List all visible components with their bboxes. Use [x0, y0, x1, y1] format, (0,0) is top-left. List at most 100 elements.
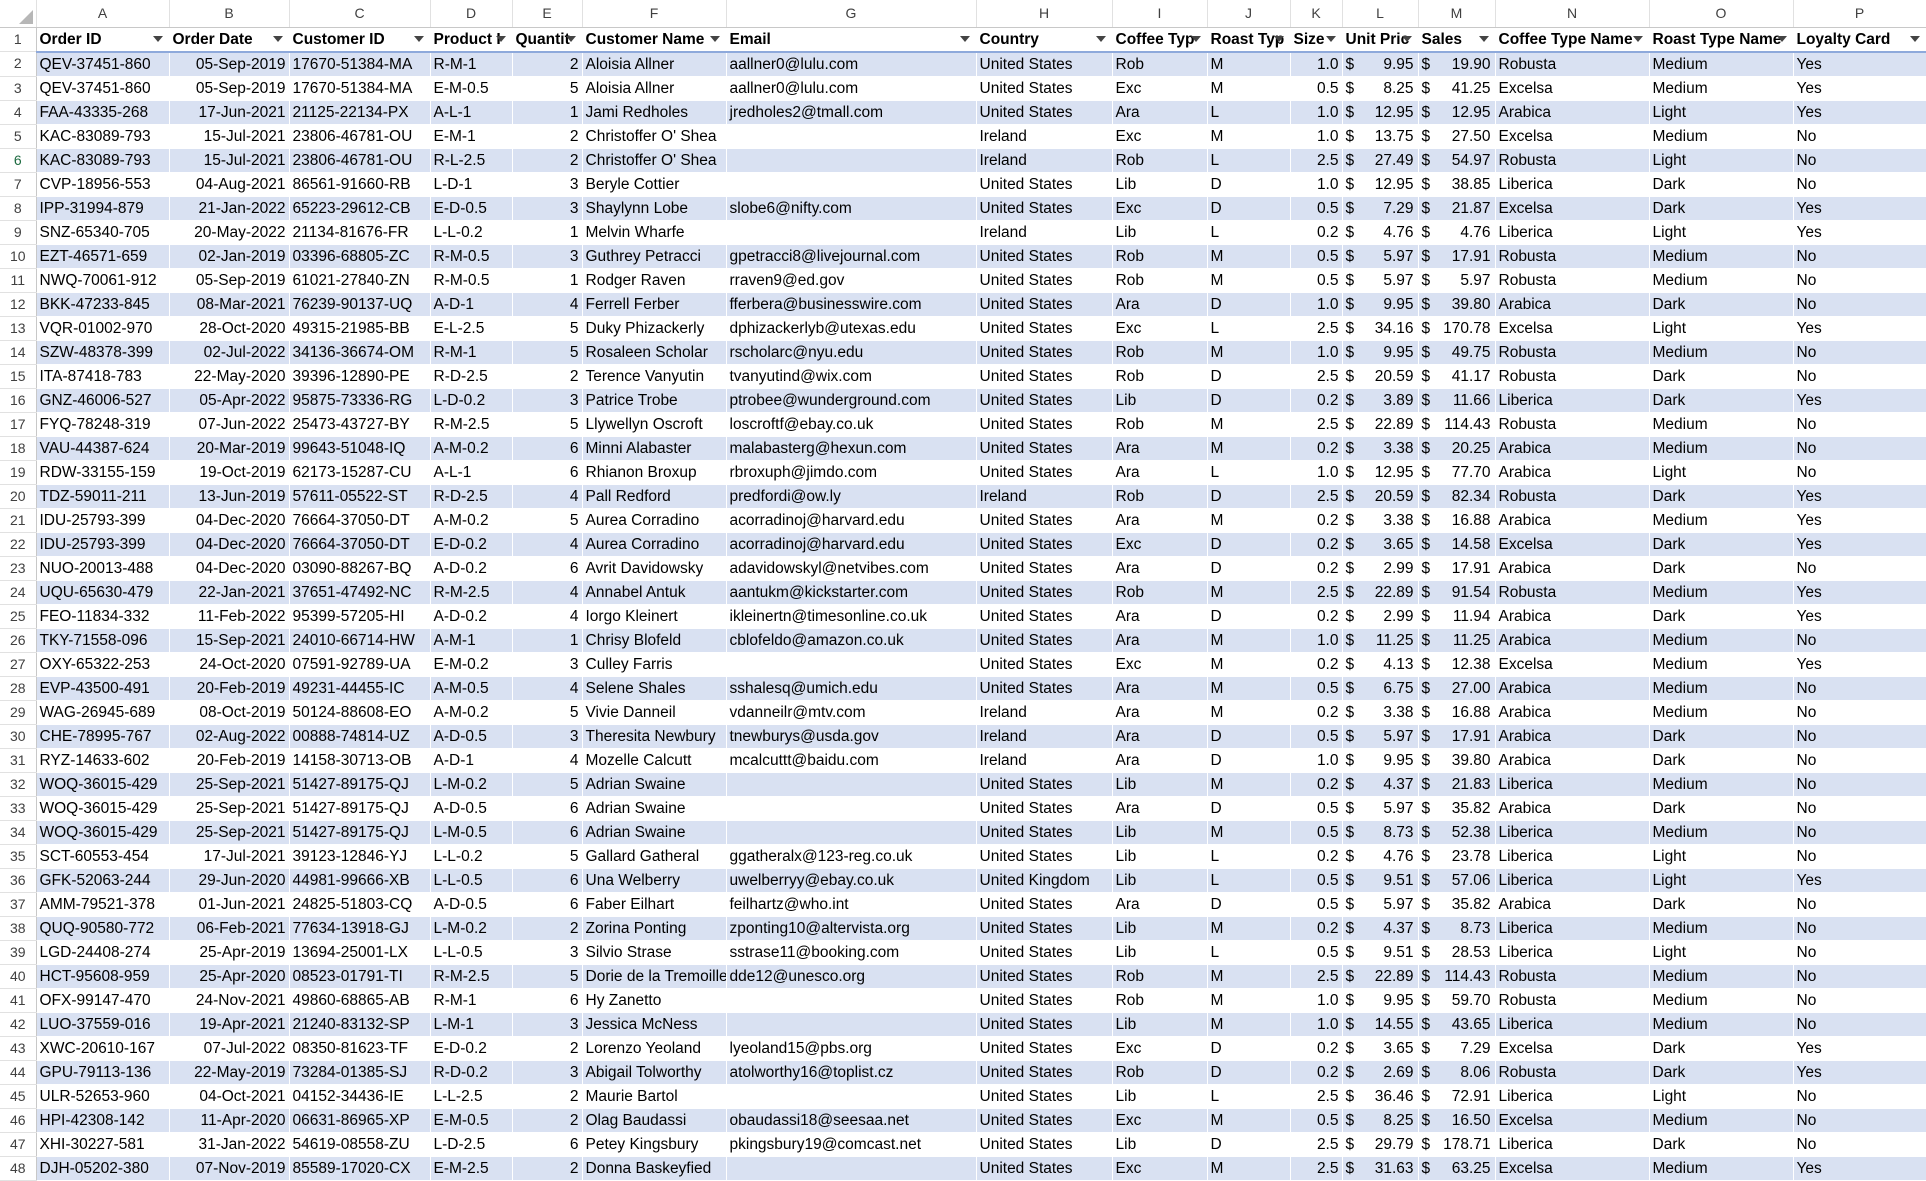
- size-cell[interactable]: 0.2: [1290, 916, 1343, 941]
- product-id-cell[interactable]: A-D-1: [430, 748, 513, 773]
- customer-id-cell[interactable]: 13694-25001-LX: [289, 940, 431, 965]
- customer-name-cell[interactable]: Gallard Gatheral: [582, 844, 727, 869]
- filter-dropdown-icon[interactable]: [150, 31, 166, 47]
- size-cell[interactable]: 2.5: [1290, 1156, 1343, 1181]
- coffee-type-name-cell[interactable]: Excelsa: [1495, 652, 1650, 677]
- roast-type-cell[interactable]: D: [1207, 388, 1291, 413]
- quantity-cell[interactable]: 3: [512, 196, 583, 221]
- unit-price-cell[interactable]: $20.59: [1342, 484, 1419, 509]
- loyalty-card-cell[interactable]: Yes: [1793, 196, 1926, 221]
- email-cell[interactable]: ikleinertn@timesonline.co.uk: [726, 604, 977, 629]
- roast-type-name-cell[interactable]: Medium: [1649, 1012, 1794, 1037]
- roast-type-name-cell[interactable]: Medium: [1649, 268, 1794, 293]
- customer-id-cell[interactable]: 95399-57205-HI: [289, 604, 431, 629]
- sales-cell[interactable]: $11.25: [1418, 628, 1496, 653]
- product-id-cell[interactable]: E-M-0.2: [430, 652, 513, 677]
- country-cell[interactable]: United States: [976, 604, 1113, 629]
- order-id-cell[interactable]: EZT-46571-659: [36, 244, 170, 269]
- roast-type-name-cell[interactable]: Medium: [1649, 436, 1794, 461]
- email-cell[interactable]: acorradinoj@harvard.edu: [726, 532, 977, 557]
- unit-price-cell[interactable]: $12.95: [1342, 172, 1419, 197]
- coffee-type-name-cell[interactable]: Liberica: [1495, 388, 1650, 413]
- coffee-type-name-cell[interactable]: Robusta: [1495, 580, 1650, 605]
- loyalty-card-cell[interactable]: No: [1793, 1084, 1926, 1109]
- loyalty-card-cell[interactable]: No: [1793, 436, 1926, 461]
- filter-dropdown-icon[interactable]: [1093, 31, 1109, 47]
- loyalty-card-cell[interactable]: No: [1793, 796, 1926, 821]
- loyalty-card-cell[interactable]: Yes: [1793, 1036, 1926, 1061]
- coffee-type-cell[interactable]: Ara: [1112, 748, 1208, 773]
- order-id-cell[interactable]: XWC-20610-167: [36, 1036, 170, 1061]
- row-number[interactable]: 31: [0, 748, 37, 773]
- loyalty-card-cell[interactable]: Yes: [1793, 388, 1926, 413]
- coffee-type-cell[interactable]: Lib: [1112, 772, 1208, 797]
- order-date-cell[interactable]: 19-Oct-2019: [169, 460, 290, 485]
- order-id-cell[interactable]: AMM-79521-378: [36, 892, 170, 917]
- country-cell[interactable]: United States: [976, 1084, 1113, 1109]
- sales-cell[interactable]: $23.78: [1418, 844, 1496, 869]
- coffee-type-name-cell[interactable]: Arabica: [1495, 724, 1650, 749]
- roast-type-name-cell[interactable]: Dark: [1649, 364, 1794, 389]
- customer-id-cell[interactable]: 57611-05522-ST: [289, 484, 431, 509]
- product-id-cell[interactable]: R-M-0.5: [430, 268, 513, 293]
- roast-type-cell[interactable]: D: [1207, 364, 1291, 389]
- roast-type-name-cell[interactable]: Dark: [1649, 292, 1794, 317]
- country-cell[interactable]: Ireland: [976, 220, 1113, 245]
- customer-id-cell[interactable]: 62173-15287-CU: [289, 460, 431, 485]
- unit-price-cell[interactable]: $3.65: [1342, 532, 1419, 557]
- roast-type-name-cell[interactable]: Light: [1649, 460, 1794, 485]
- customer-name-cell[interactable]: Iorgo Kleinert: [582, 604, 727, 629]
- quantity-cell[interactable]: 2: [512, 1156, 583, 1181]
- header-cell[interactable]: Country: [976, 27, 1113, 53]
- loyalty-card-cell[interactable]: No: [1793, 412, 1926, 437]
- row-number[interactable]: 44: [0, 1060, 37, 1085]
- coffee-type-name-cell[interactable]: Excelsa: [1495, 316, 1650, 341]
- order-date-cell[interactable]: 07-Jul-2022: [169, 1036, 290, 1061]
- customer-id-cell[interactable]: 34136-36674-OM: [289, 340, 431, 365]
- loyalty-card-cell[interactable]: Yes: [1793, 508, 1926, 533]
- loyalty-card-cell[interactable]: No: [1793, 820, 1926, 845]
- size-cell[interactable]: 0.5: [1290, 892, 1343, 917]
- quantity-cell[interactable]: 6: [512, 796, 583, 821]
- header-cell[interactable]: Customer Name: [582, 27, 727, 53]
- product-id-cell[interactable]: R-L-2.5: [430, 148, 513, 173]
- loyalty-card-cell[interactable]: No: [1793, 724, 1926, 749]
- filter-dropdown-icon[interactable]: [1271, 31, 1287, 47]
- email-cell[interactable]: [726, 796, 977, 821]
- order-date-cell[interactable]: 25-Sep-2021: [169, 796, 290, 821]
- quantity-cell[interactable]: 6: [512, 820, 583, 845]
- email-cell[interactable]: lyeoland15@pbs.org: [726, 1036, 977, 1061]
- product-id-cell[interactable]: A-D-0.5: [430, 796, 513, 821]
- quantity-cell[interactable]: 4: [512, 292, 583, 317]
- order-id-cell[interactable]: SNZ-65340-705: [36, 220, 170, 245]
- roast-type-cell[interactable]: M: [1207, 1156, 1291, 1181]
- order-id-cell[interactable]: NUO-20013-488: [36, 556, 170, 581]
- column-header-o[interactable]: O: [1649, 0, 1794, 28]
- size-cell[interactable]: 2.5: [1290, 148, 1343, 173]
- roast-type-cell[interactable]: M: [1207, 51, 1291, 77]
- quantity-cell[interactable]: 3: [512, 1012, 583, 1037]
- roast-type-name-cell[interactable]: Dark: [1649, 604, 1794, 629]
- row-number[interactable]: 3: [0, 76, 37, 101]
- row-number[interactable]: 14: [0, 340, 37, 365]
- email-cell[interactable]: zponting10@altervista.org: [726, 916, 977, 941]
- email-cell[interactable]: atolworthy16@toplist.cz: [726, 1060, 977, 1085]
- quantity-cell[interactable]: 6: [512, 556, 583, 581]
- quantity-cell[interactable]: 2: [512, 1036, 583, 1061]
- sales-cell[interactable]: $72.91: [1418, 1084, 1496, 1109]
- row-number[interactable]: 36: [0, 868, 37, 893]
- coffee-type-name-cell[interactable]: Arabica: [1495, 556, 1650, 581]
- filter-dropdown-icon[interactable]: [1907, 31, 1923, 47]
- country-cell[interactable]: United States: [976, 964, 1113, 989]
- product-id-cell[interactable]: A-D-0.2: [430, 604, 513, 629]
- roast-type-name-cell[interactable]: Medium: [1649, 412, 1794, 437]
- email-cell[interactable]: slobe6@nifty.com: [726, 196, 977, 221]
- customer-name-cell[interactable]: Selene Shales: [582, 676, 727, 701]
- customer-name-cell[interactable]: Jami Redholes: [582, 100, 727, 125]
- size-cell[interactable]: 0.2: [1290, 220, 1343, 245]
- sales-cell[interactable]: $17.91: [1418, 556, 1496, 581]
- roast-type-cell[interactable]: D: [1207, 1132, 1291, 1157]
- size-cell[interactable]: 1.0: [1290, 988, 1343, 1013]
- unit-price-cell[interactable]: $8.73: [1342, 820, 1419, 845]
- size-cell[interactable]: 0.2: [1290, 532, 1343, 557]
